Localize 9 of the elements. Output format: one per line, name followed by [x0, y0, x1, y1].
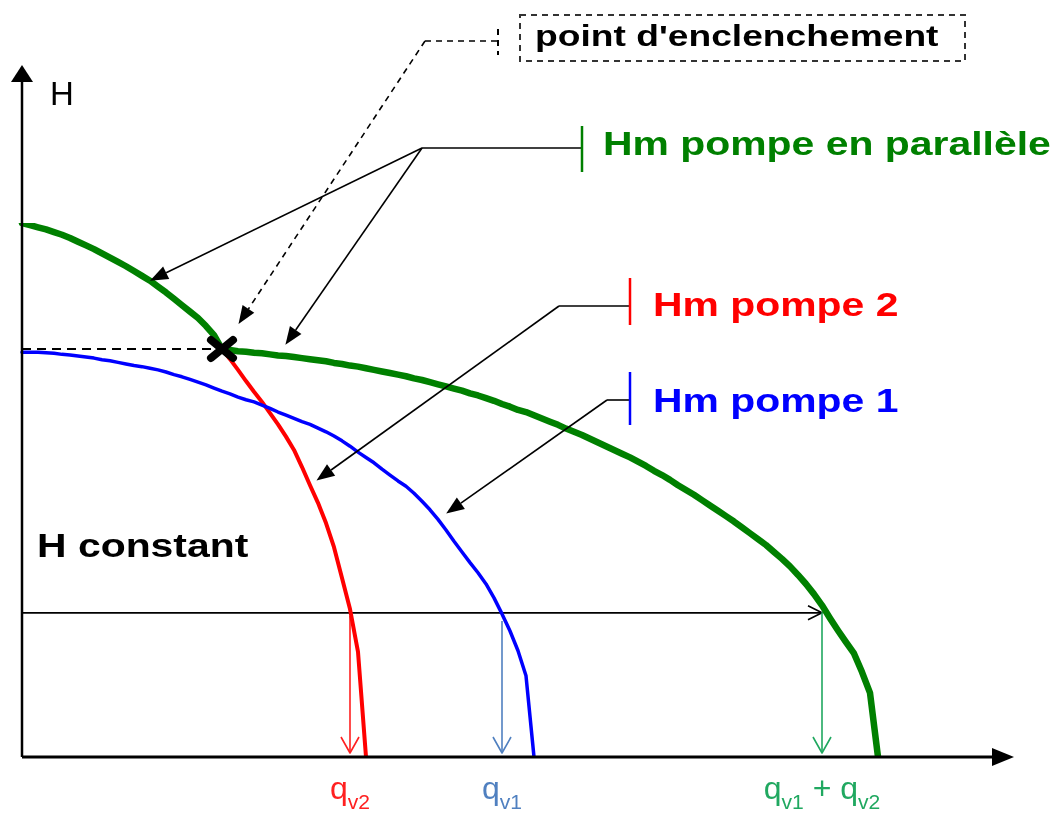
legend-label: Hm pompe en parallèle — [603, 124, 1051, 163]
x-tick-label: q$_{v2}$ — [329, 770, 371, 813]
legend-label: Hm pompe 1 — [653, 381, 899, 420]
x-tick-label: q$_{v1}$ + q$_{v2}$ — [763, 770, 881, 813]
text: point d'enclenchement — [535, 18, 939, 53]
ref-line-label: H constant — [37, 526, 249, 564]
legend-label: Hm pompe 2 — [653, 285, 899, 324]
x-tick-label: q$_{v1}$ — [481, 770, 523, 813]
y-axis-title: H — [50, 75, 74, 112]
